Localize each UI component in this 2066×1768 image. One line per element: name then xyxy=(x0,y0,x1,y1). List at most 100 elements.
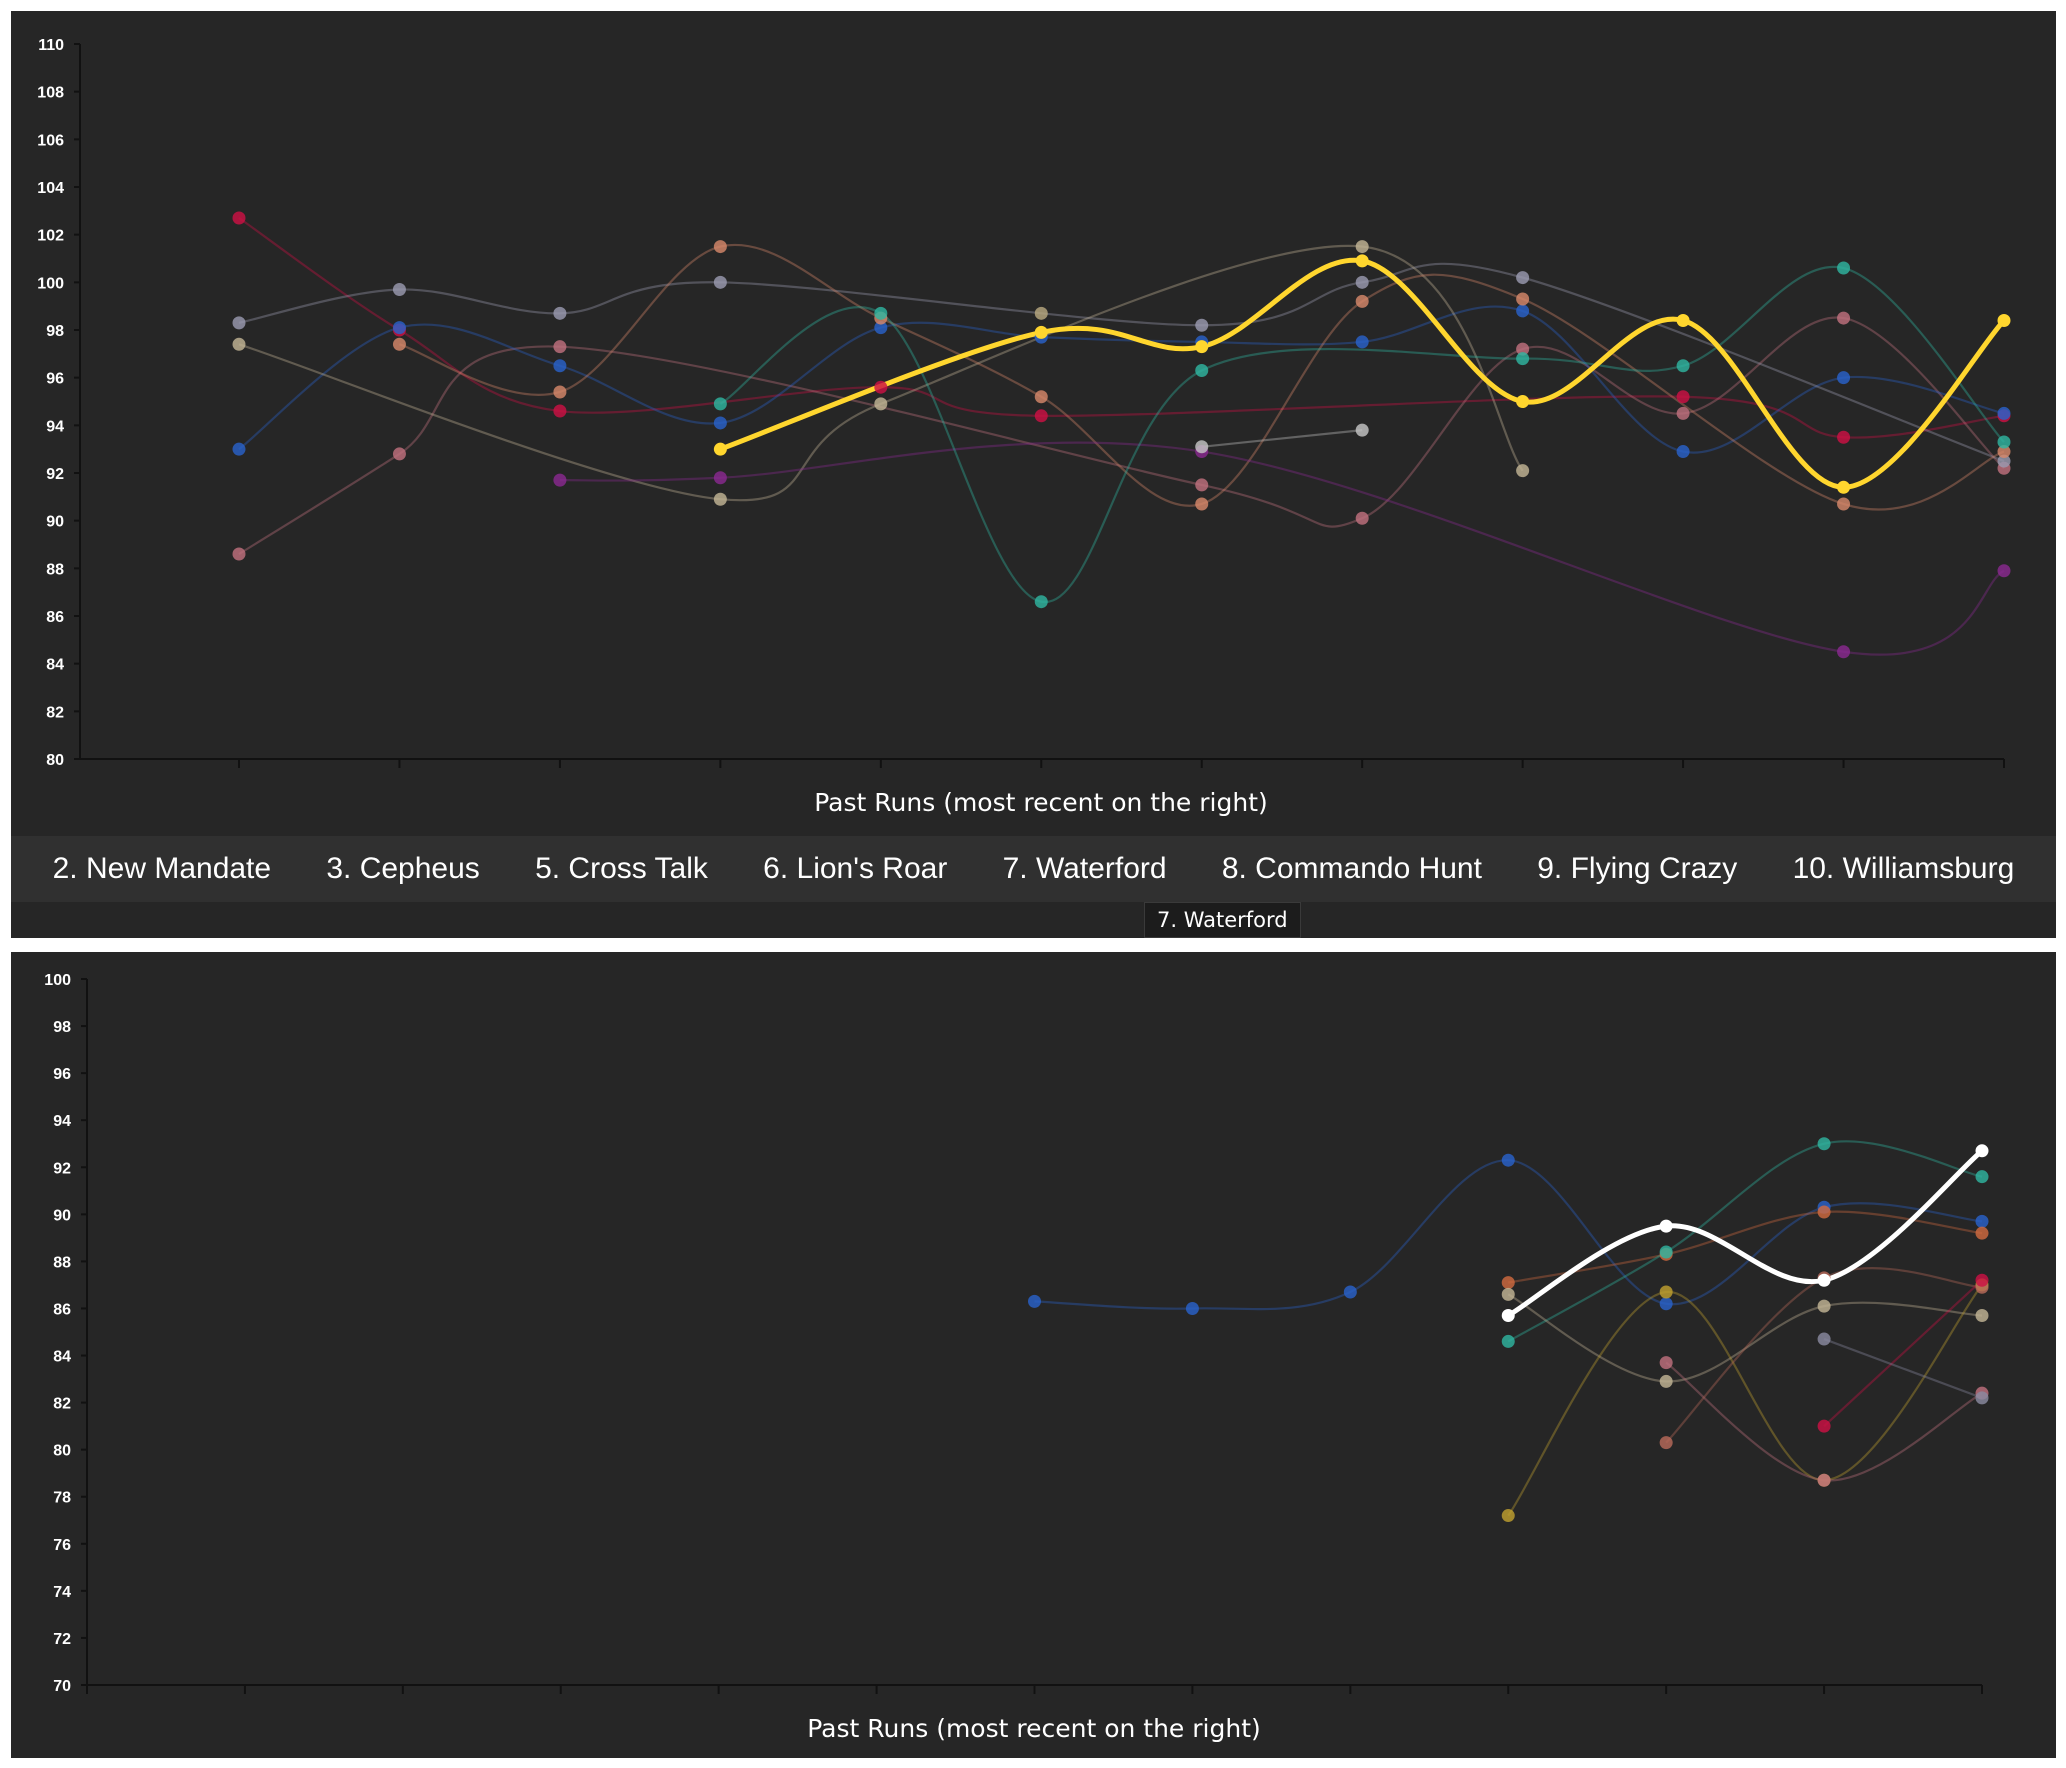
data-point[interactable] xyxy=(1516,395,1530,408)
data-point[interactable] xyxy=(1501,1509,1515,1523)
data-point[interactable] xyxy=(1355,335,1369,349)
data-point[interactable] xyxy=(1659,1285,1673,1299)
data-point[interactable] xyxy=(713,471,727,485)
data-point[interactable] xyxy=(1997,313,2011,327)
tab-cross-talk[interactable]: 5. Cross Talk xyxy=(535,852,708,885)
data-point[interactable] xyxy=(1676,445,1690,459)
data-point[interactable] xyxy=(1837,311,1851,325)
data-point[interactable] xyxy=(1817,1205,1831,1219)
data-point[interactable] xyxy=(553,306,567,320)
data-point[interactable] xyxy=(1975,1273,1989,1287)
data-point[interactable] xyxy=(713,397,727,411)
data-point[interactable] xyxy=(1195,340,1209,354)
data-point[interactable] xyxy=(553,385,567,399)
data-point[interactable] xyxy=(1355,254,1369,268)
data-point[interactable] xyxy=(1817,1299,1831,1313)
data-point[interactable] xyxy=(1837,480,1851,494)
data-point[interactable] xyxy=(1195,478,1209,492)
data-point[interactable] xyxy=(1837,261,1851,275)
tab-flying-crazy[interactable]: 9. Flying Crazy xyxy=(1537,852,1738,885)
data-point[interactable] xyxy=(1355,511,1369,525)
data-point[interactable] xyxy=(1676,406,1690,420)
data-point[interactable] xyxy=(1837,371,1851,385)
data-point[interactable] xyxy=(1501,1309,1515,1323)
data-point[interactable] xyxy=(1676,390,1690,404)
data-point[interactable] xyxy=(713,416,727,430)
data-point[interactable] xyxy=(1817,1473,1831,1487)
data-point[interactable] xyxy=(713,442,727,456)
data-point[interactable] xyxy=(1659,1297,1673,1311)
data-point[interactable] xyxy=(1028,1294,1041,1308)
data-point[interactable] xyxy=(1355,294,1369,308)
data-point[interactable] xyxy=(1659,1245,1673,1259)
tab-waterford[interactable]: 7. Waterford xyxy=(1002,852,1167,885)
data-point[interactable] xyxy=(874,306,888,320)
data-point[interactable] xyxy=(1516,464,1530,478)
data-point[interactable] xyxy=(1997,435,2011,449)
data-point[interactable] xyxy=(1355,240,1369,254)
data-point[interactable] xyxy=(1997,454,2011,468)
data-point[interactable] xyxy=(553,359,567,373)
data-point[interactable] xyxy=(1516,352,1530,366)
data-point[interactable] xyxy=(1516,304,1530,318)
data-point[interactable] xyxy=(1034,390,1048,404)
data-point[interactable] xyxy=(1195,440,1209,454)
tab-cepheus[interactable]: 3. Cepheus xyxy=(326,852,480,885)
data-point[interactable] xyxy=(713,240,727,254)
data-point[interactable] xyxy=(1195,497,1209,511)
data-point[interactable] xyxy=(1501,1276,1515,1290)
data-point[interactable] xyxy=(1975,1144,1989,1158)
data-point[interactable] xyxy=(1343,1285,1357,1299)
data-point[interactable] xyxy=(232,547,246,561)
data-point[interactable] xyxy=(1659,1356,1673,1370)
data-point[interactable] xyxy=(1817,1137,1831,1151)
data-point[interactable] xyxy=(1837,497,1851,511)
data-point[interactable] xyxy=(1034,306,1048,320)
data-point[interactable] xyxy=(713,275,727,289)
data-point[interactable] xyxy=(1501,1334,1515,1348)
data-point[interactable] xyxy=(1501,1153,1515,1167)
data-point[interactable] xyxy=(874,321,888,335)
data-point[interactable] xyxy=(232,316,246,330)
data-point[interactable] xyxy=(1676,359,1690,373)
data-point[interactable] xyxy=(1501,1287,1515,1301)
data-point[interactable] xyxy=(392,282,406,296)
data-point[interactable] xyxy=(1195,318,1209,332)
data-point[interactable] xyxy=(392,447,406,461)
data-point[interactable] xyxy=(1997,445,2011,459)
data-point[interactable] xyxy=(1185,1301,1199,1315)
data-point[interactable] xyxy=(1975,1391,1989,1405)
data-point[interactable] xyxy=(1355,275,1369,289)
data-point[interactable] xyxy=(1516,292,1530,306)
data-point[interactable] xyxy=(1837,645,1851,659)
tab-williamsburg[interactable]: 10. Williamsburg xyxy=(1792,852,2015,885)
data-point[interactable] xyxy=(553,473,567,487)
data-point[interactable] xyxy=(1676,313,1690,327)
data-point[interactable] xyxy=(1817,1332,1831,1346)
data-point[interactable] xyxy=(1997,406,2011,420)
data-point[interactable] xyxy=(1659,1436,1673,1450)
data-point[interactable] xyxy=(1516,271,1530,285)
data-point[interactable] xyxy=(1659,1374,1673,1388)
tab-new-mandate[interactable]: 2. New Mandate xyxy=(52,852,272,885)
data-point[interactable] xyxy=(874,397,888,411)
data-point[interactable] xyxy=(1817,1419,1831,1433)
data-point[interactable] xyxy=(1975,1214,1989,1228)
data-point[interactable] xyxy=(1837,430,1851,444)
data-point[interactable] xyxy=(1355,423,1369,437)
data-point[interactable] xyxy=(1195,364,1209,378)
tab-lions-roar[interactable]: 6. Lion's Roar xyxy=(763,852,948,885)
data-point[interactable] xyxy=(1034,595,1048,609)
data-point[interactable] xyxy=(232,442,246,456)
tab-commando-hunt[interactable]: 8. Commando Hunt xyxy=(1221,852,1482,885)
data-point[interactable] xyxy=(392,321,406,335)
data-point[interactable] xyxy=(713,492,727,506)
data-point[interactable] xyxy=(1817,1273,1831,1287)
data-point[interactable] xyxy=(232,211,246,225)
data-point[interactable] xyxy=(553,340,567,354)
data-point[interactable] xyxy=(1659,1219,1673,1233)
data-point[interactable] xyxy=(553,404,567,418)
data-point[interactable] xyxy=(1975,1226,1989,1240)
data-point[interactable] xyxy=(1997,564,2011,578)
data-point[interactable] xyxy=(392,337,406,351)
